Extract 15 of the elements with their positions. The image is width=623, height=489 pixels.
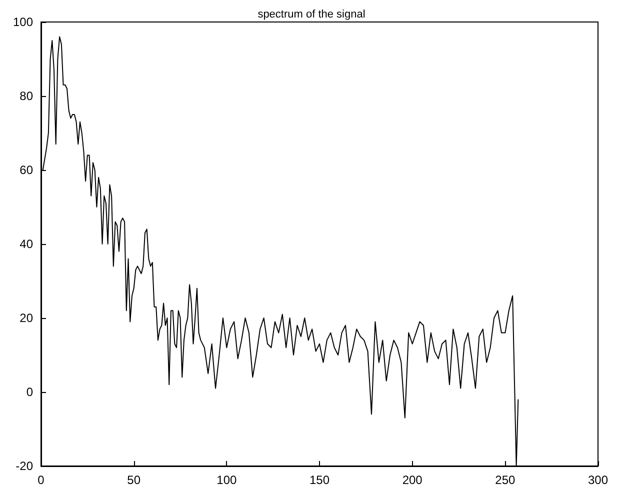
- x-tick-label: 0: [38, 473, 45, 487]
- x-tick-label: 100: [216, 473, 237, 487]
- x-tick-label: 250: [495, 473, 516, 487]
- y-tick-label: 40: [20, 237, 34, 251]
- y-tick-label: 0: [26, 385, 34, 399]
- chart-title: spectrum of the signal: [258, 8, 366, 20]
- x-tick-label: 150: [309, 473, 330, 487]
- x-tick-label: 50: [127, 473, 141, 487]
- y-tick-label: 100: [12, 15, 34, 29]
- y-tick-label: 80: [20, 89, 34, 103]
- y-tick-label: 60: [20, 163, 34, 177]
- x-tick-label: 200: [402, 473, 423, 487]
- y-tick-label: -20: [16, 459, 34, 473]
- y-tick-label: 20: [20, 311, 34, 325]
- x-tick-label: 300: [588, 473, 608, 487]
